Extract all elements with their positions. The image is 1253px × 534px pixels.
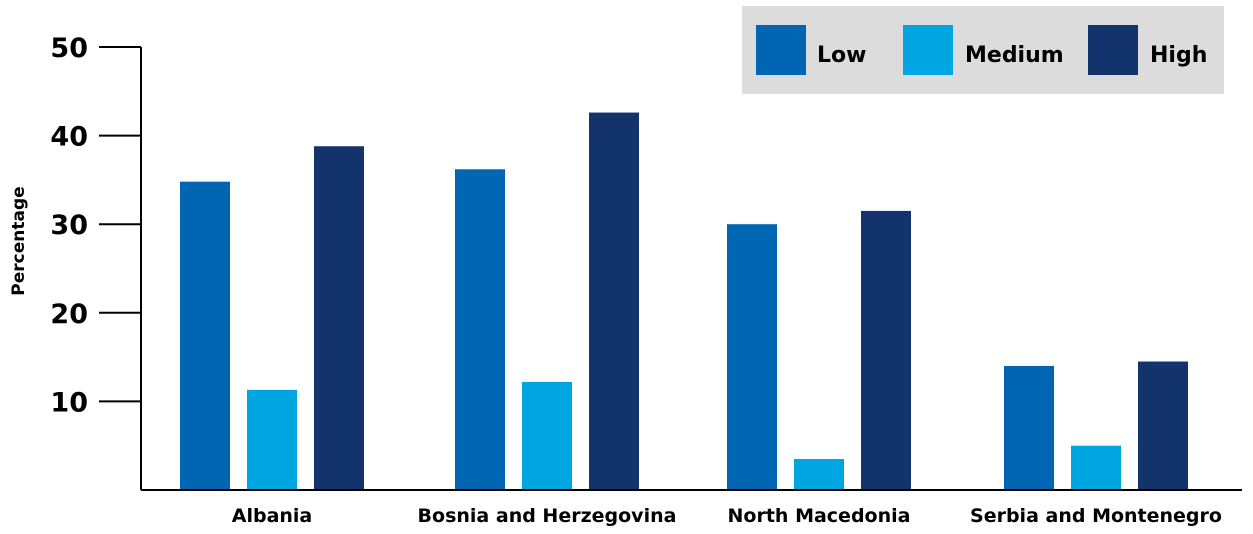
bar-albania-low bbox=[180, 181, 230, 490]
bar-serbia-and-montenegro-low bbox=[1004, 365, 1054, 490]
bar-bosnia-and-herzegovina-high bbox=[589, 112, 639, 491]
legend-box bbox=[742, 6, 1224, 94]
axes bbox=[140, 47, 1242, 491]
bar-north-macedonia-high bbox=[861, 210, 911, 490]
legend-swatch-low bbox=[756, 25, 806, 75]
bar-bosnia-and-herzegovina-medium bbox=[522, 381, 572, 490]
bar-serbia-and-montenegro-high bbox=[1138, 361, 1188, 490]
bar-bosnia-and-herzegovina-low bbox=[455, 169, 505, 490]
x-category-label: Bosnia and Herzegovina bbox=[418, 505, 677, 527]
x-category-label: Serbia and Montenegro bbox=[970, 505, 1222, 527]
y-tick-label: 30 bbox=[50, 210, 88, 241]
y-tick-label: 50 bbox=[50, 33, 88, 64]
x-category-label: Albania bbox=[232, 505, 313, 527]
y-axis-label: Percentage bbox=[9, 186, 29, 295]
bar-serbia-and-montenegro-medium bbox=[1071, 445, 1121, 490]
legend-label-low: Low bbox=[817, 43, 866, 68]
legend: Low Medium High bbox=[756, 25, 1207, 75]
bars bbox=[180, 112, 1188, 491]
y-tick-label: 10 bbox=[50, 387, 88, 418]
bar-north-macedonia-medium bbox=[794, 458, 844, 490]
bar-albania-medium bbox=[247, 389, 297, 490]
bar-albania-high bbox=[314, 146, 364, 490]
bar-north-macedonia-low bbox=[727, 224, 777, 490]
legend-label-high: High bbox=[1150, 43, 1207, 68]
y-tick-label: 40 bbox=[50, 122, 88, 153]
y-ticks: 10 20 30 40 50 bbox=[50, 33, 141, 418]
x-labels: Albania Bosnia and Herzegovina North Maced… bbox=[232, 505, 1222, 527]
legend-swatch-medium bbox=[903, 25, 953, 75]
y-tick-label: 20 bbox=[50, 299, 88, 330]
legend-label-medium: Medium bbox=[965, 43, 1064, 68]
legend-swatch-high bbox=[1088, 25, 1138, 75]
x-category-label: North Macedonia bbox=[728, 505, 911, 527]
